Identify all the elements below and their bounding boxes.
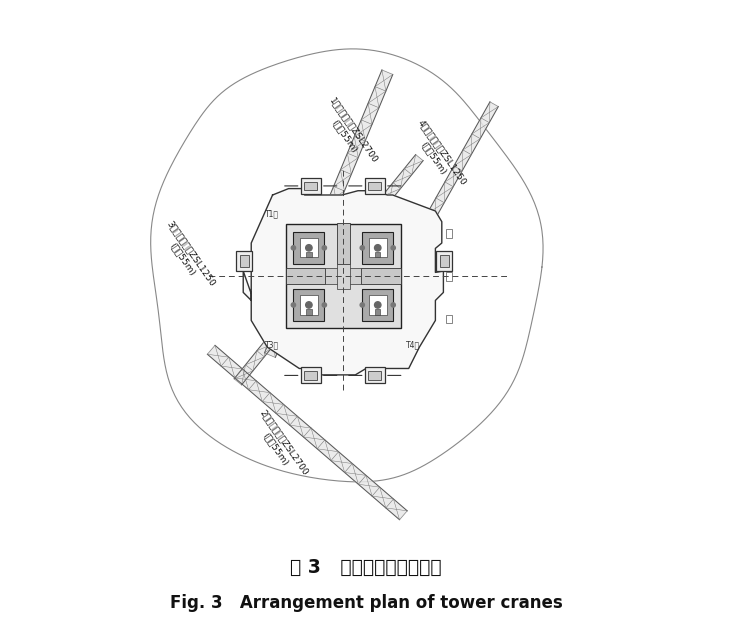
Circle shape (391, 246, 395, 250)
Bar (286, 224, 400, 328)
Bar (446, 315, 452, 323)
Bar (306, 309, 312, 315)
Text: 1号塔式起重机ZSL2700
(臂长55m): 1号塔式起重机ZSL2700 (臂长55m) (318, 96, 379, 171)
Bar (440, 254, 449, 268)
Bar (337, 223, 350, 264)
Polygon shape (207, 345, 407, 520)
Text: 图 3   塔式起重机布置示意: 图 3 塔式起重机布置示意 (290, 558, 442, 577)
Bar (300, 238, 318, 257)
Bar (375, 252, 381, 257)
Bar (294, 232, 324, 264)
Text: Fig. 3   Arrangement plan of tower cranes: Fig. 3 Arrangement plan of tower cranes (170, 594, 562, 612)
Bar (300, 295, 318, 315)
Polygon shape (346, 102, 498, 363)
Bar (362, 232, 393, 264)
Text: 3号塔式起重机ZSL1250
(臂长55m): 3号塔式起重机ZSL1250 (臂长55m) (157, 219, 217, 294)
Polygon shape (264, 70, 393, 357)
Circle shape (360, 303, 365, 307)
Bar (301, 367, 321, 384)
Bar (446, 272, 452, 281)
Text: 4号塔式起重机ZSL1250
(臂长55m): 4号塔式起重机ZSL1250 (臂长55m) (408, 117, 468, 192)
Polygon shape (243, 188, 444, 375)
Bar (362, 289, 393, 321)
Bar (294, 289, 324, 321)
Polygon shape (234, 154, 423, 385)
Circle shape (375, 302, 381, 308)
Text: T1区: T1区 (264, 209, 279, 218)
Circle shape (322, 303, 326, 307)
Text: T4区: T4区 (406, 340, 420, 349)
Bar (365, 178, 385, 194)
Circle shape (360, 246, 365, 250)
Bar (305, 371, 317, 380)
Bar (337, 264, 350, 289)
Bar (306, 252, 312, 257)
Bar (436, 251, 452, 271)
Bar (446, 229, 452, 238)
Bar (369, 238, 386, 257)
Text: 2号塔式起重机ZSL2700
(臂长55m): 2号塔式起重机ZSL2700 (臂长55m) (250, 409, 310, 483)
Polygon shape (151, 49, 543, 482)
Circle shape (291, 303, 296, 307)
Bar (326, 268, 361, 284)
Bar (361, 268, 400, 284)
Bar (375, 309, 381, 315)
Bar (368, 371, 381, 380)
Circle shape (375, 245, 381, 251)
Circle shape (306, 245, 312, 251)
Circle shape (391, 303, 395, 307)
Bar (305, 181, 317, 190)
Circle shape (322, 246, 326, 250)
Circle shape (306, 302, 312, 308)
Bar (365, 367, 385, 384)
Bar (301, 178, 321, 194)
Bar (369, 295, 386, 315)
Bar (240, 254, 249, 268)
Bar (286, 268, 326, 284)
Bar (368, 181, 381, 190)
Text: T3区: T3区 (264, 340, 279, 349)
Circle shape (291, 246, 296, 250)
Bar (236, 251, 253, 271)
